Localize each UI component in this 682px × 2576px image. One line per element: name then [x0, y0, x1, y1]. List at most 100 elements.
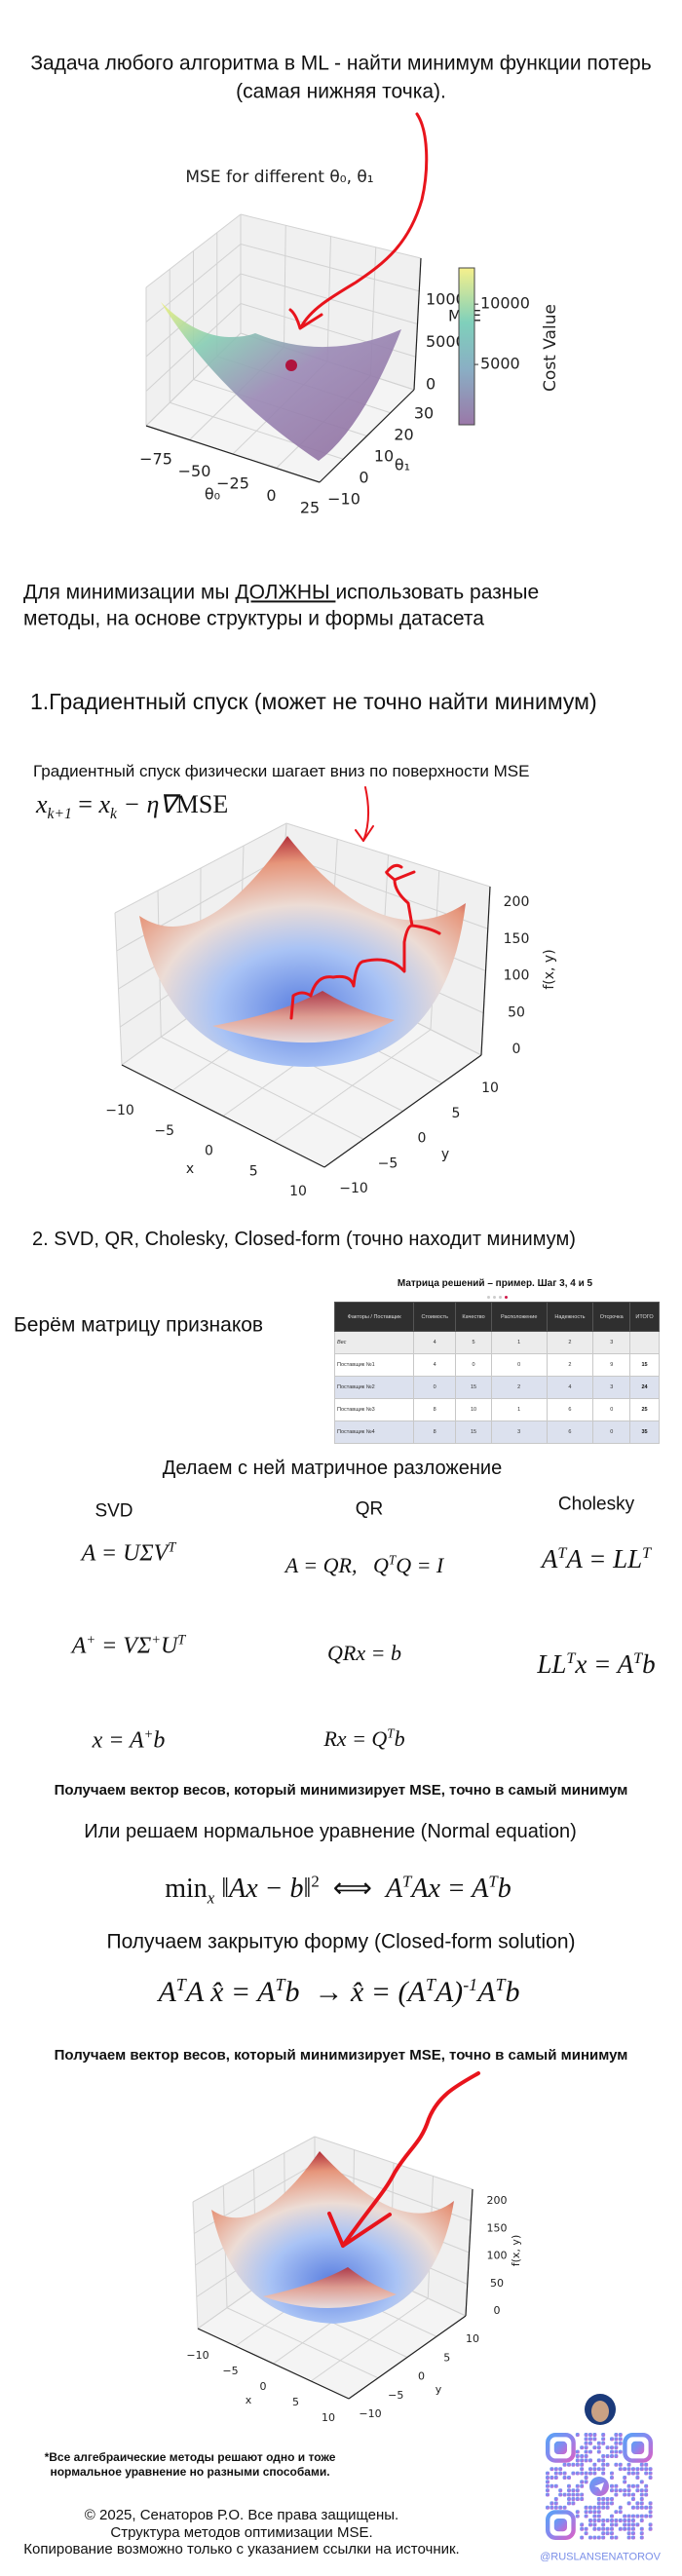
- qr-module: [614, 2454, 619, 2458]
- x-tick-label: 0: [205, 1144, 213, 1159]
- qr-module: [648, 2471, 653, 2476]
- grid-line: [161, 1036, 364, 1140]
- z-tick-label: 200: [504, 894, 530, 910]
- qr-module: [605, 2445, 610, 2450]
- grid-line: [240, 213, 422, 259]
- qr-module: [567, 2476, 571, 2480]
- y-tick-label: 10: [481, 1080, 499, 1096]
- qr-module: [639, 2514, 644, 2519]
- take-matrix-text: Берём матрицу признаков: [14, 1313, 264, 1337]
- intro-line-2: (самая нижняя точка).: [236, 80, 446, 103]
- table-cell: 25: [629, 1398, 660, 1421]
- qr-module: [588, 2441, 592, 2445]
- section1-title: 1.Градиентный спуск (может не точно найт…: [30, 689, 597, 715]
- decision-matrix-table: Факторы / Поставщик Стоимость Качество Расп…: [333, 1302, 660, 1444]
- qr-module: [571, 2462, 576, 2467]
- qr-module: [648, 2514, 653, 2519]
- qr-module: [601, 2433, 606, 2437]
- grid-line: [240, 244, 420, 292]
- qr-module: [631, 2531, 635, 2536]
- table-cell: 2: [490, 1376, 548, 1399]
- telegram-plane-icon: [594, 2482, 604, 2491]
- qr-module: [575, 2454, 580, 2458]
- closed-form-title: Получаем закрытую форму (Closed-form sol…: [106, 1930, 576, 1953]
- qr-module: [575, 2462, 580, 2467]
- x-tick-label: −25: [216, 474, 249, 493]
- qr-module: [618, 2433, 623, 2437]
- table-header: Отсрочка: [592, 1302, 631, 1332]
- x-tick-label: −75: [139, 450, 172, 469]
- qr-module: [626, 2462, 631, 2467]
- qr-module: [588, 2467, 592, 2472]
- x-tick-label: −50: [178, 462, 211, 480]
- qr-module: [644, 2483, 649, 2488]
- qr-module: [648, 2505, 653, 2510]
- qr-module: [618, 2437, 623, 2442]
- x-tick-label: 10: [322, 2411, 335, 2424]
- qr-module: [596, 2497, 601, 2501]
- qr-module: [580, 2535, 585, 2540]
- qr-module: [584, 2471, 588, 2476]
- qr-module: [635, 2476, 640, 2480]
- qr-module: [562, 2492, 567, 2497]
- qr-system-formula: QRx = b: [327, 1640, 401, 1665]
- normal-equation-formula: minx ‖Ax − b‖2 ⟺ ATAx = ATb: [165, 1872, 512, 1908]
- qr-module: [635, 2483, 640, 2488]
- qr-module: [626, 2531, 631, 2536]
- z-tick-label: 100: [504, 968, 530, 984]
- telegram-qr-code[interactable]: [546, 2394, 654, 2540]
- qr-module: [605, 2501, 610, 2506]
- qr-module: [610, 2531, 614, 2536]
- qr-module: [639, 2488, 644, 2493]
- qr-module: [639, 2505, 644, 2510]
- x-tick-label: 5: [249, 1163, 258, 1179]
- qr-module: [584, 2433, 588, 2437]
- qr-module: [610, 2476, 614, 2480]
- qr-finder: [553, 2441, 567, 2454]
- qr-module: [618, 2519, 623, 2522]
- qr-module: [635, 2522, 640, 2527]
- cholesky-header: Cholesky: [557, 1494, 635, 1515]
- red-arrow: [299, 112, 429, 329]
- qr-module: [644, 2488, 649, 2493]
- qr-module: [592, 2462, 597, 2467]
- qr-module: [601, 2526, 606, 2531]
- qr-module: [601, 2467, 606, 2472]
- qr-finder: [553, 2519, 567, 2532]
- z-tick-label: 100: [487, 2250, 508, 2262]
- qr-module: [592, 2445, 597, 2450]
- x-tick-label: 25: [300, 499, 320, 517]
- x-tick-label: −10: [186, 2349, 208, 2362]
- axis-line: [413, 257, 422, 391]
- table-cell: 0: [490, 1353, 548, 1377]
- qr-module: [584, 2510, 588, 2515]
- z-axis-label: f(x, y): [510, 2235, 522, 2266]
- qr-module: [592, 2510, 597, 2515]
- colorbar-tick-label: 5000: [480, 355, 520, 373]
- qr-decomposition-formula: A = QR, QTQ = I: [284, 1552, 444, 1577]
- qr-module: [623, 2492, 627, 2497]
- result-text-2: Получаем вектор весов, который минимизир…: [54, 2047, 628, 2064]
- hand-drawn-annotations: [288, 112, 480, 2248]
- author-handle-link[interactable]: @RUSLANSENATOROV: [540, 2551, 661, 2563]
- qr-module: [558, 2505, 563, 2510]
- qr-module: [549, 2501, 554, 2506]
- qr-module: [626, 2535, 631, 2540]
- normal-equation-title: Или решаем нормальное уравнение (Normal …: [84, 1821, 577, 1842]
- y-tick-label: 0: [359, 469, 368, 487]
- qr-module: [614, 2437, 619, 2442]
- x-tick-label: −5: [154, 1123, 174, 1139]
- table-row: Поставщик №3 8 10 1 6 0 25: [333, 1398, 660, 1421]
- qr-module: [610, 2501, 614, 2506]
- qr-module: [648, 2522, 653, 2527]
- x-axis-label: x: [186, 1161, 194, 1177]
- qr-module: [618, 2441, 623, 2445]
- qr-module: [553, 2467, 558, 2472]
- qr-module: [605, 2505, 610, 2510]
- qr-module: [623, 2476, 627, 2480]
- qr-module: [639, 2480, 644, 2484]
- qr-module: [631, 2483, 635, 2488]
- table-row: Поставщик №4 8 15 3 6 0 35: [333, 1421, 660, 1444]
- y-tick-label: 30: [414, 404, 434, 423]
- qr-module: [618, 2449, 623, 2454]
